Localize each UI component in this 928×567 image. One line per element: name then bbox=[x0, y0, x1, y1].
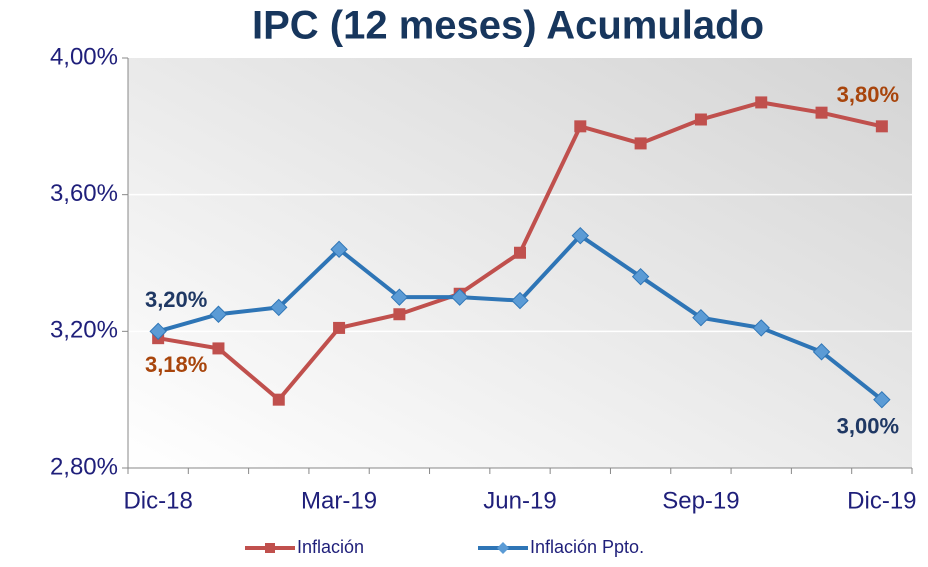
chart-title: IPC (12 meses) Acumulado bbox=[252, 4, 764, 48]
marker bbox=[270, 298, 288, 317]
data-label: 3,18% bbox=[145, 352, 207, 377]
y-tick-label: 3,20% bbox=[50, 317, 118, 344]
marker bbox=[514, 246, 526, 259]
data-label: 3,20% bbox=[145, 287, 207, 312]
marker bbox=[692, 308, 710, 327]
x-tick-label: Dic-19 bbox=[847, 487, 916, 514]
marker bbox=[272, 393, 285, 406]
plot-area bbox=[128, 58, 912, 468]
x-tick-label: Dic-18 bbox=[123, 487, 192, 514]
marker bbox=[212, 342, 225, 355]
marker bbox=[390, 288, 409, 306]
data-label: 3,00% bbox=[837, 413, 899, 438]
marker bbox=[873, 390, 891, 409]
legend-label: Inflación Ppto. bbox=[530, 537, 644, 557]
marker bbox=[333, 321, 346, 334]
marker bbox=[209, 305, 228, 323]
data-label: 3,80% bbox=[837, 82, 899, 107]
marker bbox=[631, 267, 650, 286]
y-tick-label: 4,00% bbox=[50, 43, 118, 70]
marker bbox=[511, 291, 529, 310]
marker bbox=[694, 113, 707, 126]
legend-marker bbox=[265, 543, 275, 553]
marker bbox=[149, 322, 167, 341]
marker bbox=[752, 319, 770, 337]
marker bbox=[815, 106, 828, 119]
marker bbox=[875, 120, 888, 133]
legend-label: Inflación bbox=[297, 537, 364, 557]
marker bbox=[634, 137, 647, 150]
marker bbox=[755, 96, 768, 109]
x-tick-label: Mar-19 bbox=[301, 487, 377, 514]
marker bbox=[812, 343, 831, 361]
x-tick-label: Sep-19 bbox=[662, 487, 739, 514]
marker bbox=[330, 240, 348, 259]
legend-marker bbox=[497, 542, 509, 554]
marker bbox=[450, 288, 469, 306]
x-tick-label: Jun-19 bbox=[483, 487, 556, 514]
y-tick-label: 2,80% bbox=[50, 453, 118, 480]
marker bbox=[574, 120, 587, 133]
marker bbox=[393, 308, 406, 321]
marker bbox=[571, 226, 590, 245]
y-tick-label: 3,60% bbox=[50, 180, 118, 207]
